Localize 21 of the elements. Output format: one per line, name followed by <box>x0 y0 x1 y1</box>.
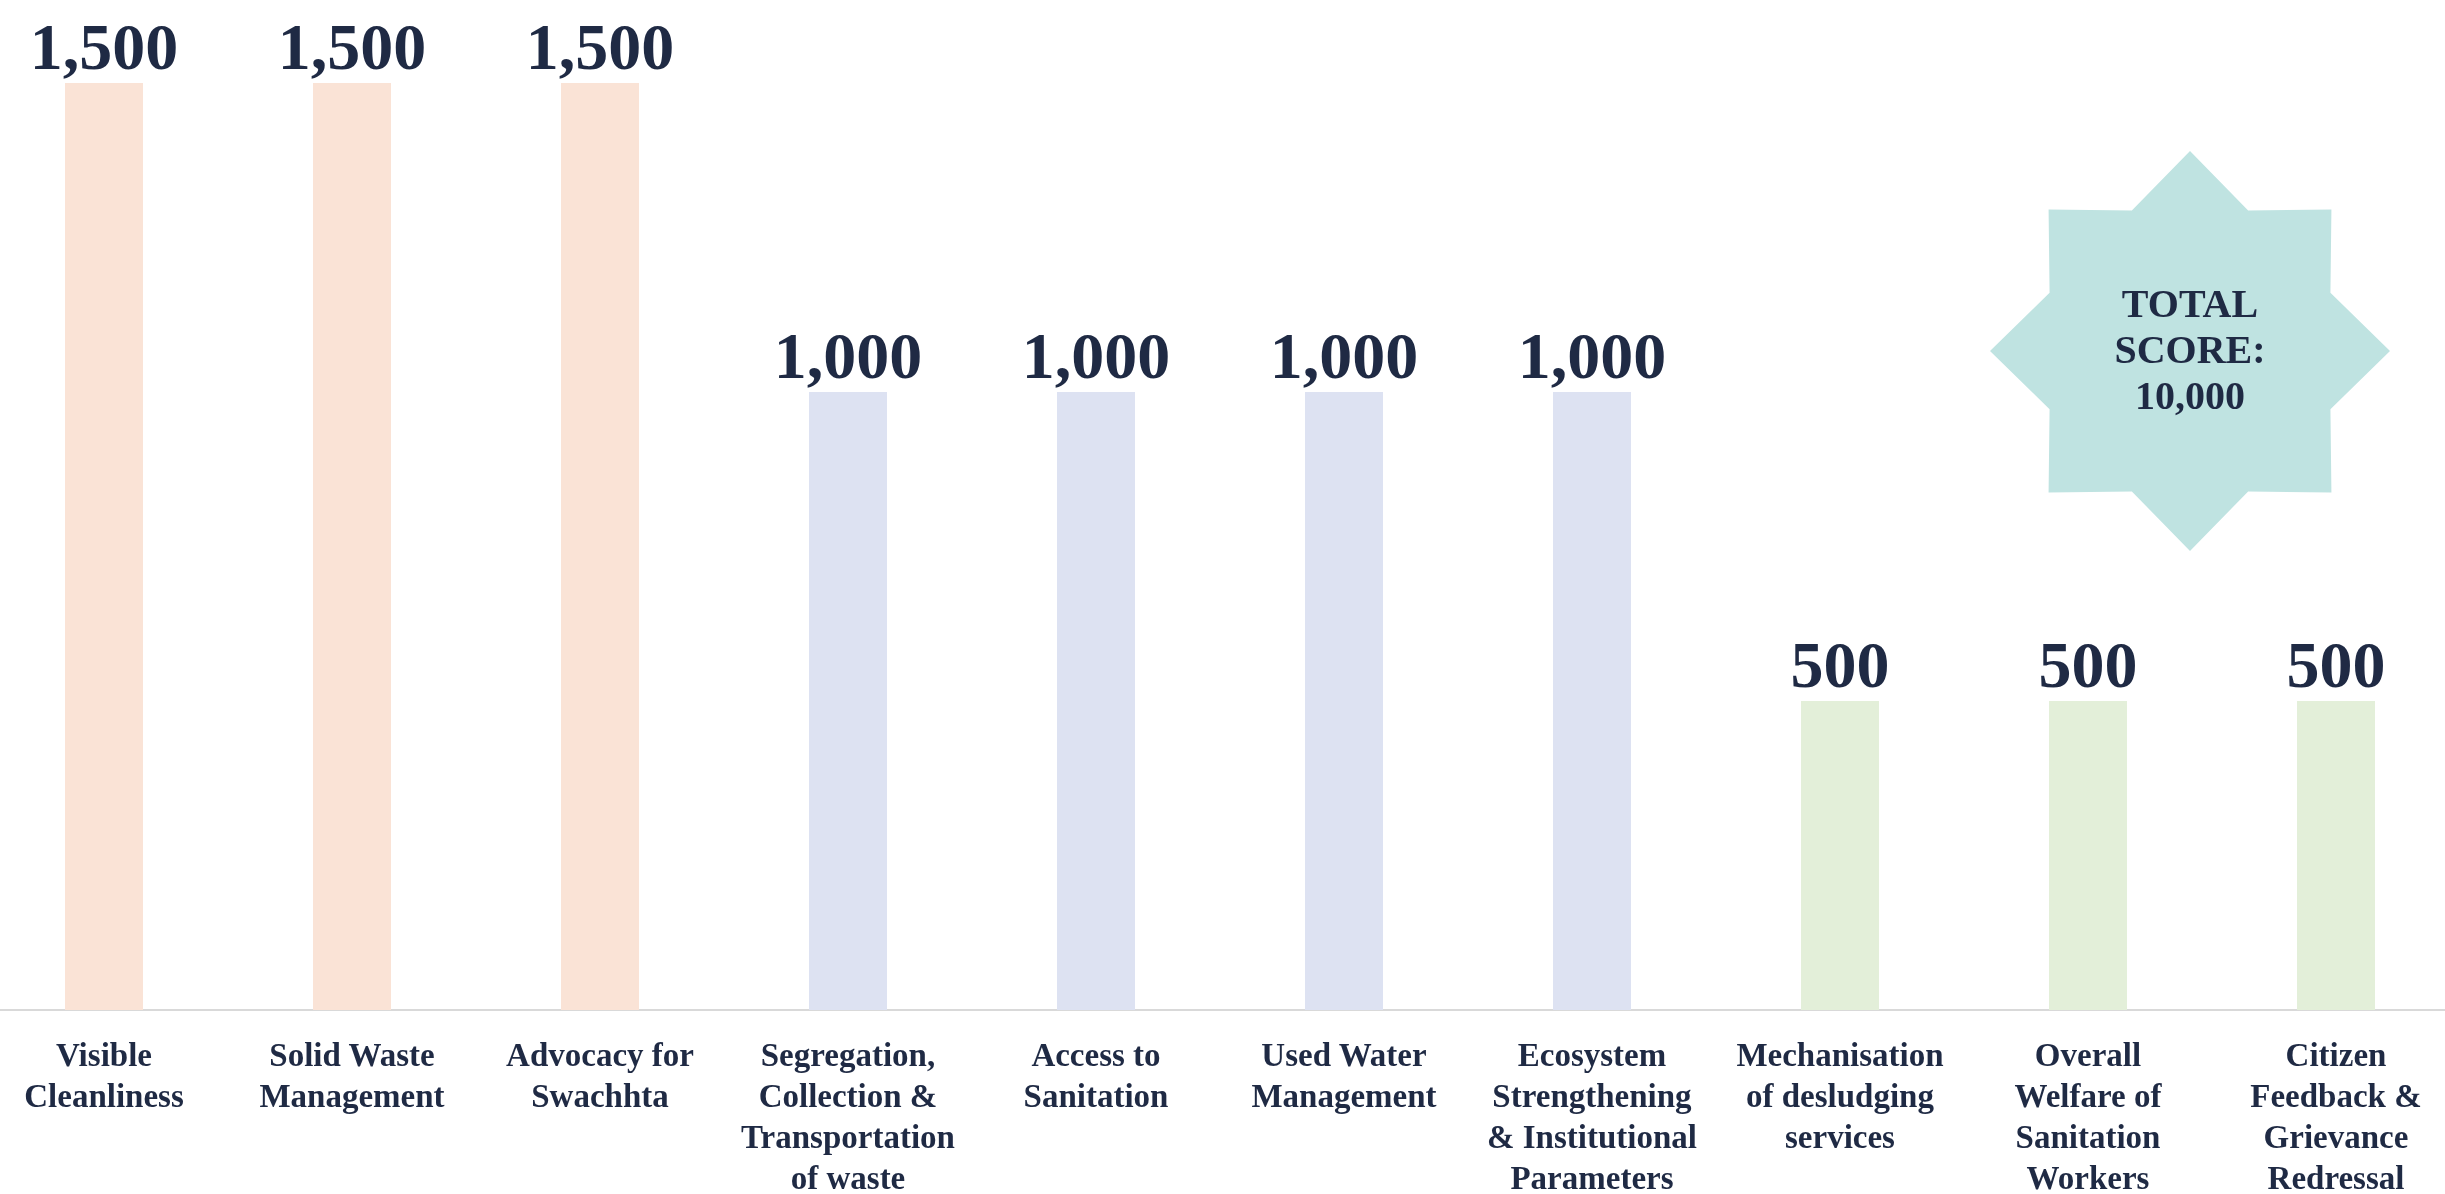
x-tick-label: Ecosystem Strengthening & Institutional Parameters <box>1487 1037 1697 1194</box>
x-tick-label: Advocacy for Swachhta <box>506 1037 694 1114</box>
data-label: 500 <box>1790 628 1890 701</box>
data-label: 1,000 <box>773 319 923 392</box>
x-tick-label: Citizen Feedback & Grievance Redressal <box>2250 1037 2422 1194</box>
data-label: 1,500 <box>277 10 427 83</box>
data-label: 500 <box>2038 628 2138 701</box>
x-tick-label: Used Water Management <box>1251 1037 1437 1114</box>
x-tick-label: Solid Waste Management <box>259 1037 445 1114</box>
x-tick-label: Segregation, Collection & Transportation of waste <box>741 1037 955 1194</box>
data-label: 500 <box>2286 628 2386 701</box>
x-tick-label: Visible Cleanliness <box>24 1037 184 1114</box>
data-label: 1,000 <box>1269 319 1419 392</box>
data-label: 1,500 <box>525 10 675 83</box>
data-label: 1,500 <box>29 10 179 83</box>
x-tick-label: Overall Welfare of Sanitation Workers <box>2014 1037 2163 1194</box>
annotation: TOTAL SCORE: 10,000 <box>2114 281 2266 418</box>
x-tick-label: Access to Sanitation <box>1023 1037 1169 1114</box>
x-tick-label: Mechanisation of desludging services <box>1736 1037 1944 1155</box>
data-label: 1,000 <box>1517 319 1667 392</box>
data-label: 1,000 <box>1021 319 1171 392</box>
